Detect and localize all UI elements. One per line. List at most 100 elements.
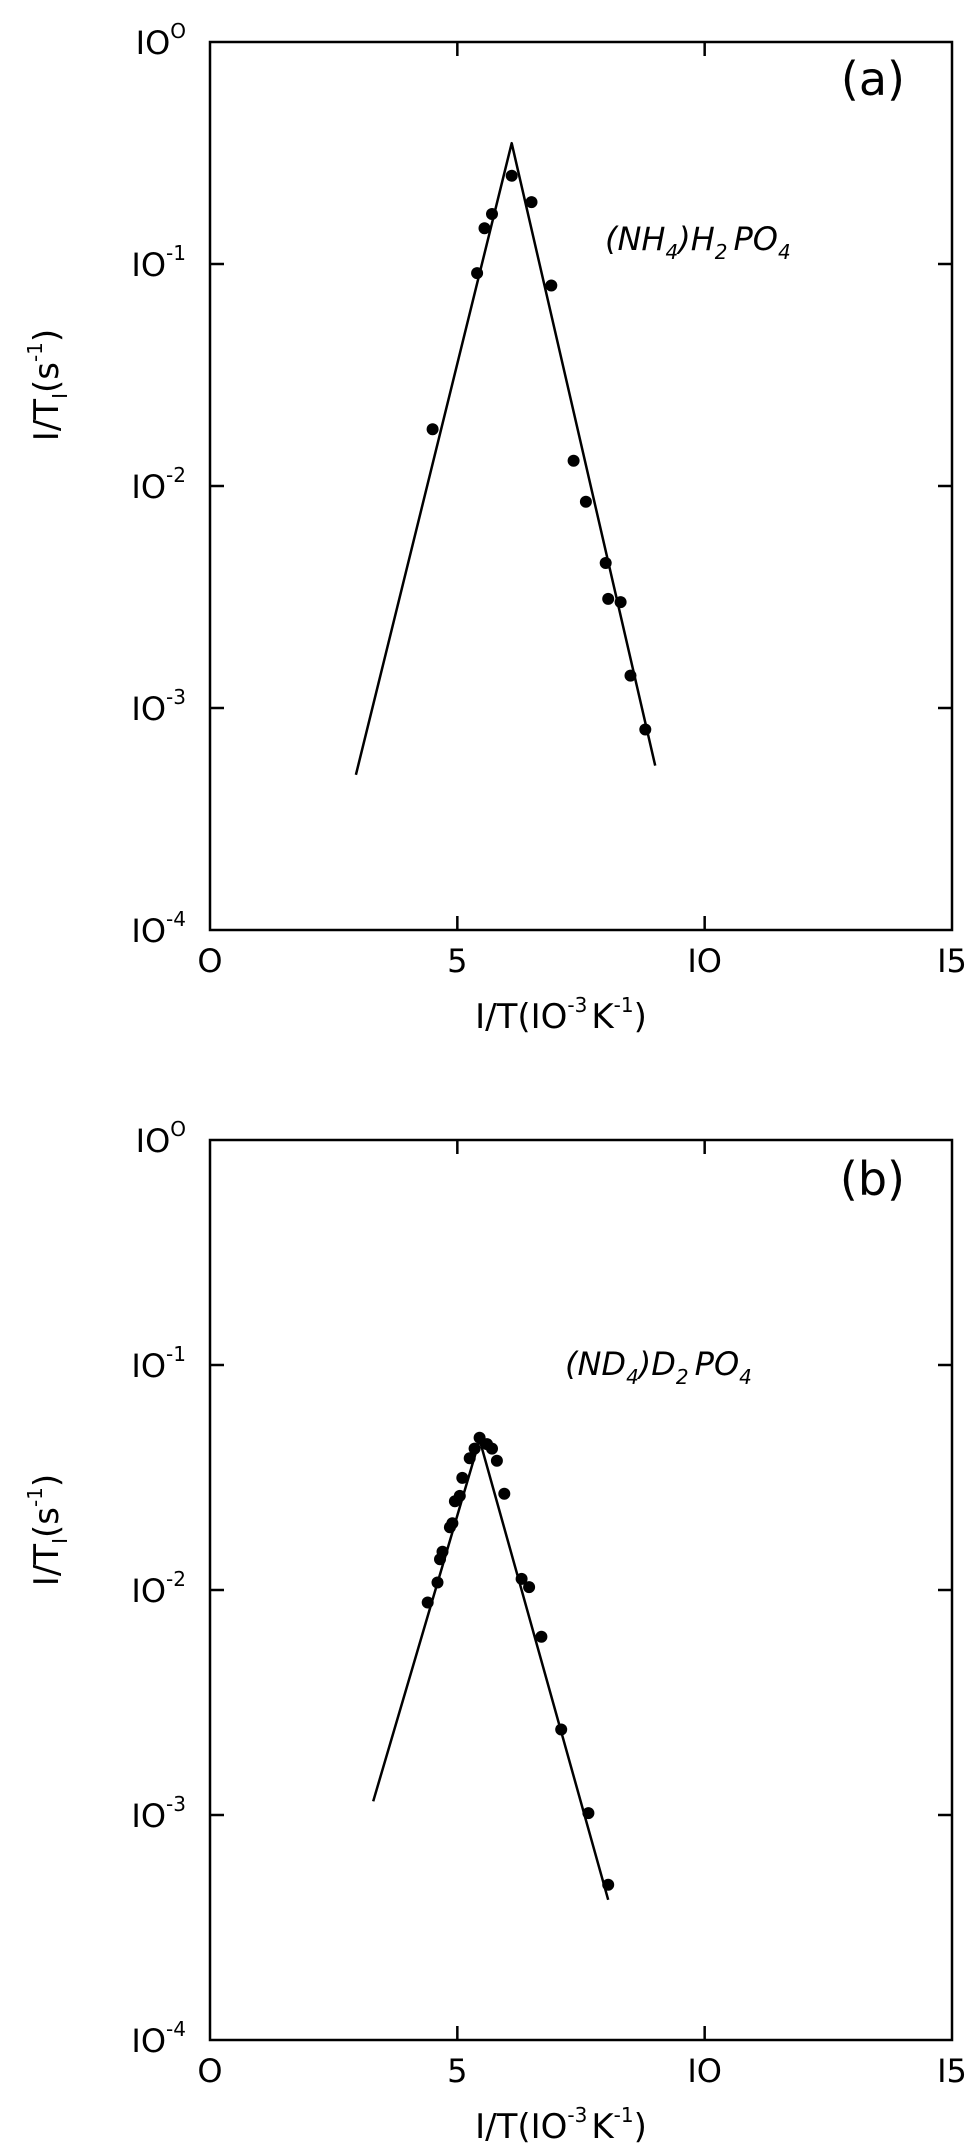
y-tick-base: IO [131, 2022, 166, 2060]
compound-subscript: 2 [715, 240, 728, 264]
y-axis-label-main: I/T [27, 399, 67, 441]
y-axis-label-sub: I [48, 393, 72, 399]
y-tick-exponent: -4 [166, 907, 186, 931]
y-tick-exponent: -2 [166, 1567, 186, 1591]
y-tick-base: IO [131, 246, 166, 284]
y-axis-label-main: I/T [27, 1544, 67, 1586]
compound-part: (ND [565, 1345, 626, 1383]
panel-label: (a) [841, 52, 905, 106]
y-tick-base: IO [136, 1122, 171, 1160]
y-tick-exponent: -1 [166, 1342, 186, 1366]
y-axis-label: I/TI(s-1) [23, 329, 72, 441]
x-axis-label-main: I/T(IO [475, 997, 567, 1037]
y-tick-exponent: -4 [166, 2017, 186, 2041]
y-tick-exponent: O [170, 19, 186, 43]
data-point-16 [498, 1487, 511, 1500]
data-point-6 [446, 1517, 459, 1530]
x-axis-label: I/T(IO-3 K-1) [475, 993, 647, 1037]
x-axis-label-sup: -1 [614, 2103, 634, 2127]
x-axis-label-sup: -3 [567, 2103, 587, 2127]
compound-part: PO [695, 1345, 739, 1383]
data-point-13 [624, 669, 637, 682]
data-point-12 [614, 596, 627, 609]
compound-part: )D [637, 1345, 676, 1383]
x-tick-label: IO [687, 942, 722, 980]
y-tick-exponent: -3 [166, 1792, 186, 1816]
data-point-6 [525, 196, 538, 209]
y-axis-label-end: ) [27, 1474, 67, 1487]
y-tick-exponent: -2 [166, 463, 186, 487]
data-point-18 [523, 1581, 536, 1594]
y-axis-label-sub: I [48, 1538, 72, 1544]
y-axis-label-end: ) [27, 329, 67, 342]
y-tick-base: IO [131, 690, 166, 728]
y-tick-label: IO-4 [131, 2017, 186, 2060]
data-point-8 [453, 1489, 466, 1502]
y-axis-label-unit: (s [27, 1507, 67, 1538]
panel-label: (b) [840, 1152, 905, 1206]
y-tick-label: IO-3 [131, 1792, 186, 1835]
y-tick-base: IO [131, 1347, 166, 1385]
x-axis-label: I/T(IO-3 K-1) [475, 2103, 647, 2147]
x-axis-label-end: ) [634, 2107, 647, 2147]
data-point-2 [431, 1576, 444, 1589]
x-axis-label-main: I/T(IO [475, 2107, 567, 2147]
compound-subscript: 4 [739, 1365, 752, 1389]
data-point-4 [436, 1545, 449, 1558]
compound-part: PO [734, 220, 778, 258]
compound-subscript: 4 [665, 240, 678, 264]
data-point-21 [582, 1807, 595, 1820]
y-axis-label-unit: (s [27, 362, 67, 393]
x-tick-label: 5 [447, 942, 467, 980]
data-point-1 [426, 423, 439, 436]
data-point-20 [555, 1723, 568, 1736]
fit-line [372, 1438, 610, 1901]
data-point-9 [579, 495, 592, 508]
y-tick-exponent: O [170, 1117, 186, 1141]
y-tick-label: IO-4 [131, 907, 186, 950]
x-axis-label-sup: -1 [614, 993, 634, 1017]
y-tick-label: IO-2 [131, 463, 186, 506]
y-tick-label: IOO [136, 1117, 186, 1160]
y-tick-base: IO [136, 24, 171, 62]
y-tick-label: IO-3 [131, 685, 186, 728]
x-tick-label: I5 [937, 2052, 967, 2090]
plot-frame [208, 40, 954, 932]
data-point-11 [602, 592, 615, 605]
data-point-10 [463, 1452, 476, 1465]
y-tick-base: IO [131, 912, 166, 950]
y-axis-label: I/TI(s-1) [23, 1474, 72, 1586]
compound-subscript: 2 [676, 1365, 689, 1389]
x-axis-label-end: ) [634, 997, 647, 1037]
data-point-9 [456, 1471, 469, 1484]
data-point-4 [486, 208, 498, 220]
data-point-11 [468, 1442, 481, 1455]
compound-part: )H [676, 220, 715, 258]
data-point-22 [602, 1878, 615, 1891]
x-tick-label: I5 [937, 942, 967, 980]
y-tick-base: IO [131, 1797, 166, 1835]
y-tick-label: IO-2 [131, 1567, 186, 1610]
y-tick-label: IO-1 [131, 241, 186, 284]
x-tick-label: O [197, 942, 222, 980]
y-tick-label: IO-1 [131, 1342, 186, 1385]
data-point-19 [535, 1630, 548, 1643]
plot-frame [208, 1138, 954, 2042]
y-tick-exponent: -1 [166, 241, 186, 265]
compound-subscript: 4 [626, 1365, 639, 1389]
y-tick-base: IO [131, 468, 166, 506]
compound-label: (ND4)D2 PO4 [565, 1345, 752, 1389]
x-axis-label-sup: -3 [567, 993, 587, 1017]
data-point-10 [599, 557, 612, 569]
data-point-3 [478, 222, 491, 235]
y-axis-label-sup: -1 [23, 1487, 47, 1507]
x-tick-label: O [197, 2052, 222, 2090]
data-point-5 [505, 169, 518, 182]
compound-part: (NH [605, 220, 665, 258]
y-axis-label-sup: -1 [23, 342, 47, 362]
data-point-2 [471, 267, 484, 280]
compound-label: (NH4)H2 PO4 [605, 220, 791, 264]
